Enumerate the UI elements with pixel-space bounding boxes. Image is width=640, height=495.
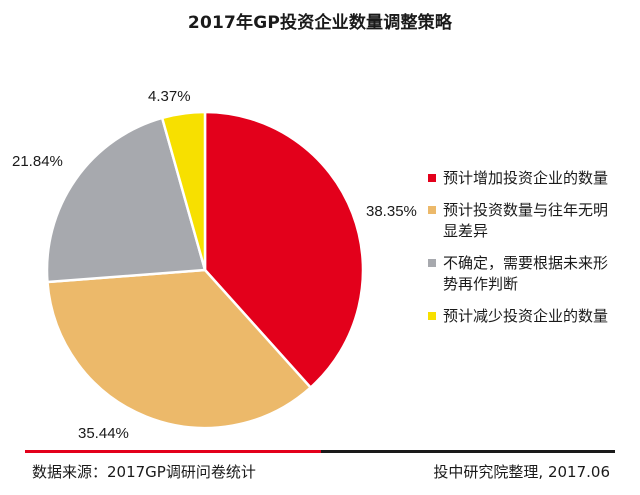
pct-label-decrease: 4.37% [148, 88, 191, 105]
pie-slice-increase [203, 110, 365, 390]
pie-chart: 38.35% 35.44% 21.84% 4.37% [12, 88, 417, 442]
legend-item-uncertain: 不确定，需要根据未来形势再作判断 [428, 253, 628, 295]
footer-divider-red [25, 450, 321, 453]
pct-label-same: 35.44% [78, 425, 129, 442]
legend-item-same: 预计投资数量与往年无明显差异 [428, 200, 628, 242]
legend-item-decrease: 预计减少投资企业的数量 [428, 306, 628, 327]
footer-credit: 投中研究院整理, 2017.06 [433, 463, 610, 481]
pie-slice-same [46, 268, 313, 430]
legend: 预计增加投资企业的数量 预计投资数量与往年无明显差异 不确定，需要根据未来形势再… [428, 168, 628, 338]
legend-swatch-increase [428, 174, 436, 182]
legend-item-increase: 预计增加投资企业的数量 [428, 168, 628, 189]
legend-label-same: 预计投资数量与往年无明显差异 [443, 201, 609, 240]
pie-slice-decrease [160, 110, 207, 271]
pie-slice-uncertain [45, 116, 207, 284]
chart-title: 2017年GP投资企业数量调整策略 [187, 13, 453, 33]
footer-source: 数据来源：2017GP调研问卷统计 [32, 463, 256, 481]
legend-label-increase: 预计增加投资企业的数量 [443, 169, 609, 187]
footer-divider-black [321, 450, 615, 453]
legend-swatch-uncertain [428, 259, 436, 267]
legend-label-uncertain: 不确定，需要根据未来形势再作判断 [443, 254, 609, 293]
legend-swatch-same [428, 206, 436, 214]
legend-label-decrease: 预计减少投资企业的数量 [443, 307, 609, 325]
pct-label-uncertain: 21.84% [12, 153, 63, 170]
legend-swatch-decrease [428, 312, 436, 320]
pct-label-increase: 38.35% [366, 203, 417, 220]
